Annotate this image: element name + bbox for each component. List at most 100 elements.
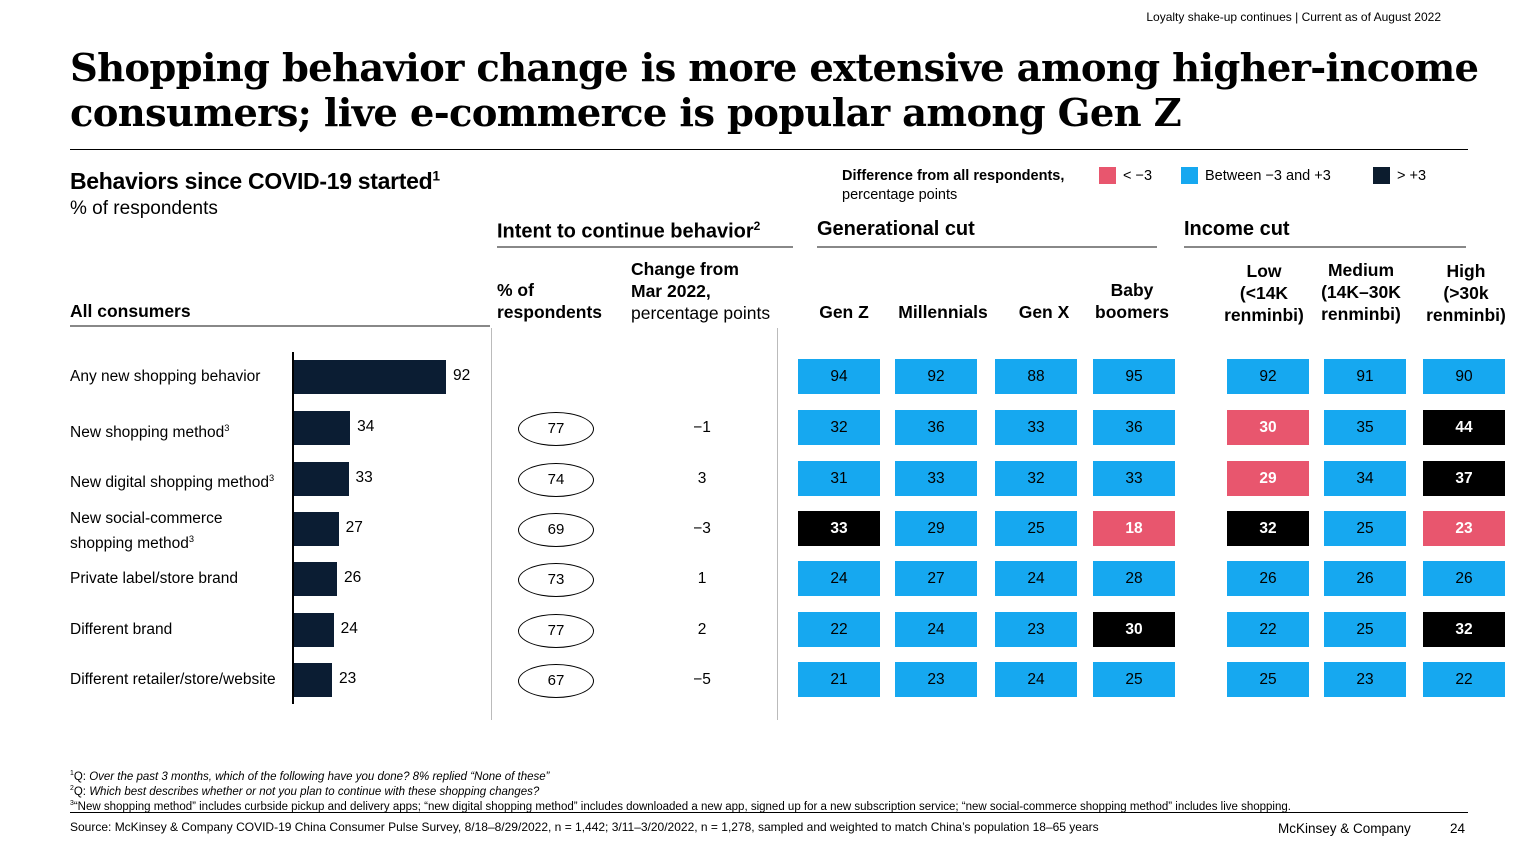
gen-cell: 33 (798, 511, 880, 546)
chart-title-text: Behaviors since COVID-19 started (70, 168, 433, 194)
income-cell: 26 (1324, 561, 1406, 596)
gen-cell: 88 (995, 359, 1077, 394)
intent-oval: 77 (518, 412, 594, 446)
bar (294, 663, 332, 697)
gen-cell: 32 (798, 410, 880, 445)
income-cell: 25 (1324, 511, 1406, 546)
bar-value: 33 (355, 469, 373, 486)
divider-intent (491, 328, 492, 720)
income-cell: 90 (1423, 359, 1505, 394)
gen-cell: 32 (995, 461, 1077, 496)
row-label: Different retailer/store/website (70, 670, 290, 690)
gen-cell: 36 (895, 410, 977, 445)
gen-cell: 25 (995, 511, 1077, 546)
footnote-1: 1Q: Over the past 3 months, which of the… (70, 766, 549, 785)
section-income: Income cut (1184, 218, 1290, 240)
bar-value: 24 (340, 620, 358, 637)
row-label-text: New digital shopping method (70, 474, 270, 492)
change-value: −3 (693, 520, 711, 537)
section-intent: Intent to continue behavior2 (497, 219, 760, 244)
brand-name: McKinsey & Company (1278, 821, 1411, 836)
gen-cell: 29 (895, 511, 977, 546)
change-value: 3 (697, 470, 707, 487)
footnote-3-mark: 3 (70, 800, 74, 807)
change-header-line3: percentage points (631, 303, 771, 323)
gen-header-millennials: Millennials (898, 302, 988, 322)
bar-value: 27 (345, 519, 363, 536)
all-consumers-header: All consumers (70, 301, 191, 321)
gen-cell: 24 (995, 561, 1077, 596)
row-label-text: Different brand (70, 621, 173, 638)
legend-text-mid: Between −3 and +3 (1205, 167, 1331, 184)
row-label-text: Any new shopping behavior (70, 368, 261, 385)
footer-divider (70, 812, 1468, 813)
footnote-2-text: Which best describes whether or not you … (89, 785, 540, 798)
pct-respondents-header: % of respondents (497, 279, 602, 323)
page-title: Shopping behavior change is more extensi… (70, 46, 1479, 136)
section-intent-sup: 2 (753, 219, 761, 233)
section-income-rule (1184, 246, 1466, 248)
income-cell: 22 (1423, 662, 1505, 697)
intent-oval: 77 (518, 614, 594, 648)
section-intent-rule (497, 246, 793, 248)
income-high-l2: (>30k (1443, 283, 1489, 303)
gen-cell: 24 (895, 612, 977, 647)
footnote-1-text: Over the past 3 months, which of the fol… (89, 770, 550, 783)
row-label: New social-commerce shopping method3 (70, 509, 240, 554)
legend-item-high: > +3 (1373, 167, 1426, 184)
footnote-2: 2Q: Which best describes whether or not … (70, 781, 539, 800)
bar (294, 462, 349, 496)
footnote-1-mark: 1 (70, 770, 74, 777)
legend-text-low: < −3 (1123, 167, 1153, 184)
intent-oval: 67 (518, 664, 594, 698)
income-medium-l2: (14K–30K (1321, 282, 1401, 302)
chart-title-sup: 1 (432, 168, 440, 184)
bar (294, 512, 339, 546)
divider-generational (777, 328, 778, 720)
income-high-l3: renminbi) (1426, 305, 1506, 325)
change-value: −1 (693, 419, 711, 436)
topline: Loyalty shake-up continues | Current as … (1146, 10, 1441, 24)
income-cell: 35 (1324, 410, 1406, 445)
gen-cell: 23 (995, 612, 1077, 647)
income-cell: 92 (1227, 359, 1309, 394)
bar (294, 562, 337, 596)
gen-cell: 23 (895, 662, 977, 697)
income-medium-l3: renminbi) (1321, 304, 1401, 324)
section-generational-rule (817, 246, 1157, 248)
footnote-2-mark: 2 (70, 785, 74, 792)
row-label: Different brand (70, 620, 290, 640)
row-label: Private label/store brand (70, 569, 290, 589)
intent-oval: 69 (518, 513, 594, 547)
income-cell: 91 (1324, 359, 1406, 394)
income-header-high: High (>30k renminbi) (1418, 260, 1514, 326)
legend-swatch-mid (1181, 167, 1198, 184)
section-intent-text: Intent to continue behavior (497, 220, 754, 243)
legend-swatch-low (1099, 167, 1116, 184)
row-label-text: Private label/store brand (70, 570, 239, 587)
intent-oval: 73 (518, 563, 594, 597)
gen-cell: 95 (1093, 359, 1175, 394)
gen-cell: 24 (995, 662, 1077, 697)
legend-item-low: < −3 (1099, 167, 1152, 184)
gen-cell: 36 (1093, 410, 1175, 445)
change-value: 2 (697, 621, 707, 638)
income-low-l2: (<14K (1239, 283, 1289, 303)
income-header-low: Low (<14K renminbi) (1216, 260, 1312, 326)
income-cell: 32 (1423, 612, 1505, 647)
footnote-2-prefix: Q: (73, 785, 90, 798)
row-label: New digital shopping method3 (70, 468, 290, 493)
gen-cell: 18 (1093, 511, 1175, 546)
income-cell: 23 (1423, 511, 1505, 546)
intent-oval: 74 (518, 463, 594, 497)
change-value: −5 (693, 671, 711, 688)
pct-header-line1: % of (497, 280, 534, 300)
gen-header-genx: Gen X (1018, 302, 1070, 322)
bar-axis (292, 352, 294, 704)
income-cell: 30 (1227, 410, 1309, 445)
row-label: Any new shopping behavior (70, 367, 290, 387)
income-cell: 25 (1227, 662, 1309, 697)
bar-value: 34 (357, 418, 375, 435)
footnote-3: 3“New shopping method” includes curbside… (70, 796, 1470, 815)
income-cell: 22 (1227, 612, 1309, 647)
